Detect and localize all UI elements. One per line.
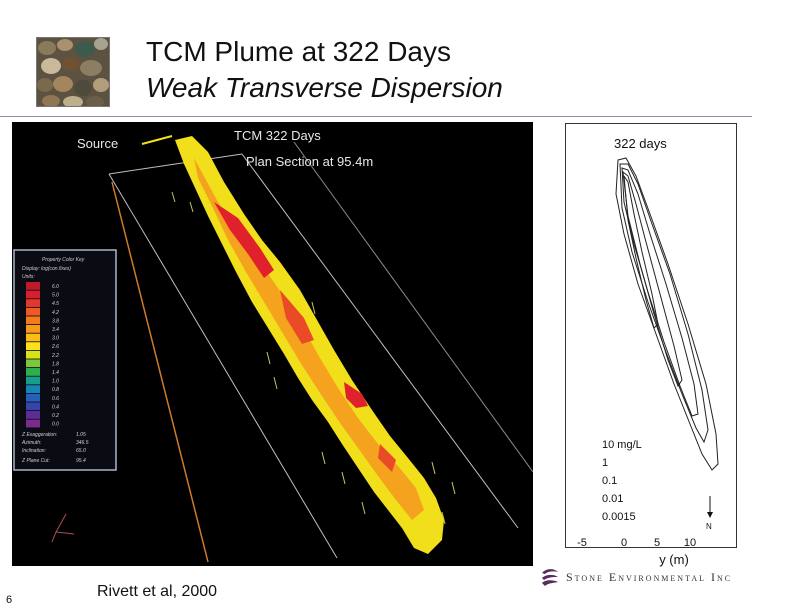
inclination-value: 65.0 [76,448,86,454]
north-label: N [706,522,712,531]
legend-swatch [26,368,40,376]
legend-value: 4.5 [52,301,59,307]
legend-swatch [26,385,40,393]
sim-title-line1: TCM 322 Days [234,128,321,143]
grid-line [293,141,533,473]
title-divider [0,116,752,117]
slide-subtitle: Weak Transverse Dispersion [146,72,503,103]
axes-triad-icon [51,513,75,543]
plume-simulation-panel: Source TCM 322 Days Plan Section at 95.4… [12,122,533,566]
z-plane-cut-value: 95.4 [76,458,86,464]
source-pointer [141,135,173,145]
z-plane-cut-label: Z Plane Cut: [21,458,50,464]
legend-value: 1.8 [52,361,59,367]
swirl-logo-icon [542,569,558,586]
sim-title-line2: Plan Section at 95.4m [246,154,373,169]
legend-value: 0.2 [52,413,59,419]
legend-swatch [26,393,40,402]
legend-value: 0.0 [52,422,59,428]
legend-value: 2.2 [51,353,59,359]
legend-swatches: 6.0 5.0 4.5 4.2 3.8 3.4 3.0 2.6 2.2 1.8 1.4 1.0 0.8 0… [26,282,59,428]
axis-label: y (m) [659,552,689,567]
pebbles-photo [36,37,110,107]
contour-level-2: 0.1 [602,475,617,487]
legend-swatch [26,299,40,307]
legend-swatch [26,333,40,342]
legend-value: 3.8 [52,318,59,324]
contour-axis: -5 0 5 10 y (m) [577,537,696,567]
axis-tick-label: -5 [577,537,587,549]
legend-value: 6.0 [52,284,59,290]
legend-value: 0.8 [52,387,59,393]
legend-value: 5.0 [52,293,59,299]
contour-plot-panel: 322 days 10 mg/L 1 0.1 0.01 0.0015 N [565,123,737,548]
legend-value: 3.0 [52,336,59,342]
legend-value: 3.4 [52,327,59,333]
contour-title: 322 days [614,136,667,151]
contour-level-1: 1 [602,457,608,469]
plume-simulation-image: Source TCM 322 Days Plan Section at 95.4… [12,122,533,566]
legend-value: 0.4 [52,404,59,410]
inclination-label: Inclination: [22,448,47,454]
legend-swatch [26,342,40,350]
azimuth-label: Azimuth: [21,440,42,446]
legend-value: 4.2 [52,310,59,316]
company-name: Stone Environmental Inc [566,569,733,584]
legend-display: Display: log(con.fixes) [22,266,71,272]
plume-core [214,202,368,408]
legend-value: 1.4 [52,370,59,376]
contour-plot-image: 322 days 10 mg/L 1 0.1 0.01 0.0015 N [566,124,736,547]
pebbles-image [37,38,109,106]
source-label: Source [77,136,118,151]
axis-tick-label: 0 [621,537,627,549]
legend-swatch [26,376,40,385]
axis-tick-label: 10 [684,537,696,549]
legend-heading: Property Color Key [42,257,85,263]
contour-lines [615,157,719,471]
legend-swatch [26,290,40,299]
axis-tick-label: 5 [654,537,660,549]
citation-caption: Rivett et al, 2000 [97,583,218,600]
legend-swatch [26,411,40,419]
north-arrow-head-icon [707,512,713,518]
legend-value: 1.0 [52,379,59,385]
contour-level-0: 10 mg/L [602,439,642,451]
grid-line-orange [111,181,209,563]
legend-swatch [26,307,40,316]
legend-swatch [26,325,40,333]
legend-units: Units: [22,274,35,280]
z-exaggeration-value: 1.05 [76,432,86,438]
company-logo: Stone Environmental Inc [540,566,732,588]
z-exaggeration-label: Z Exaggeration: [21,432,58,438]
page-number: 6 [6,594,13,606]
legend-value: 0.6 [52,396,59,402]
contour-level-3: 0.01 [602,493,623,505]
legend-swatch [26,419,40,428]
legend-swatch [26,359,40,368]
grid-line [241,153,519,529]
grid-line [108,153,243,175]
contour-level-4: 0.0015 [602,511,636,523]
legend-swatch [26,316,40,325]
azimuth-value: 346.5 [76,440,89,446]
color-key-legend: Property Color Key Display: log(con.fixe… [13,249,117,471]
grid-line [108,173,338,559]
plume-core-2 [280,290,396,472]
legend-swatch [26,402,40,411]
legend-value: 2.6 [51,344,59,350]
legend-swatch [26,282,40,290]
legend-swatch [26,350,40,359]
slide-title: TCM Plume at 322 Days [146,36,451,67]
